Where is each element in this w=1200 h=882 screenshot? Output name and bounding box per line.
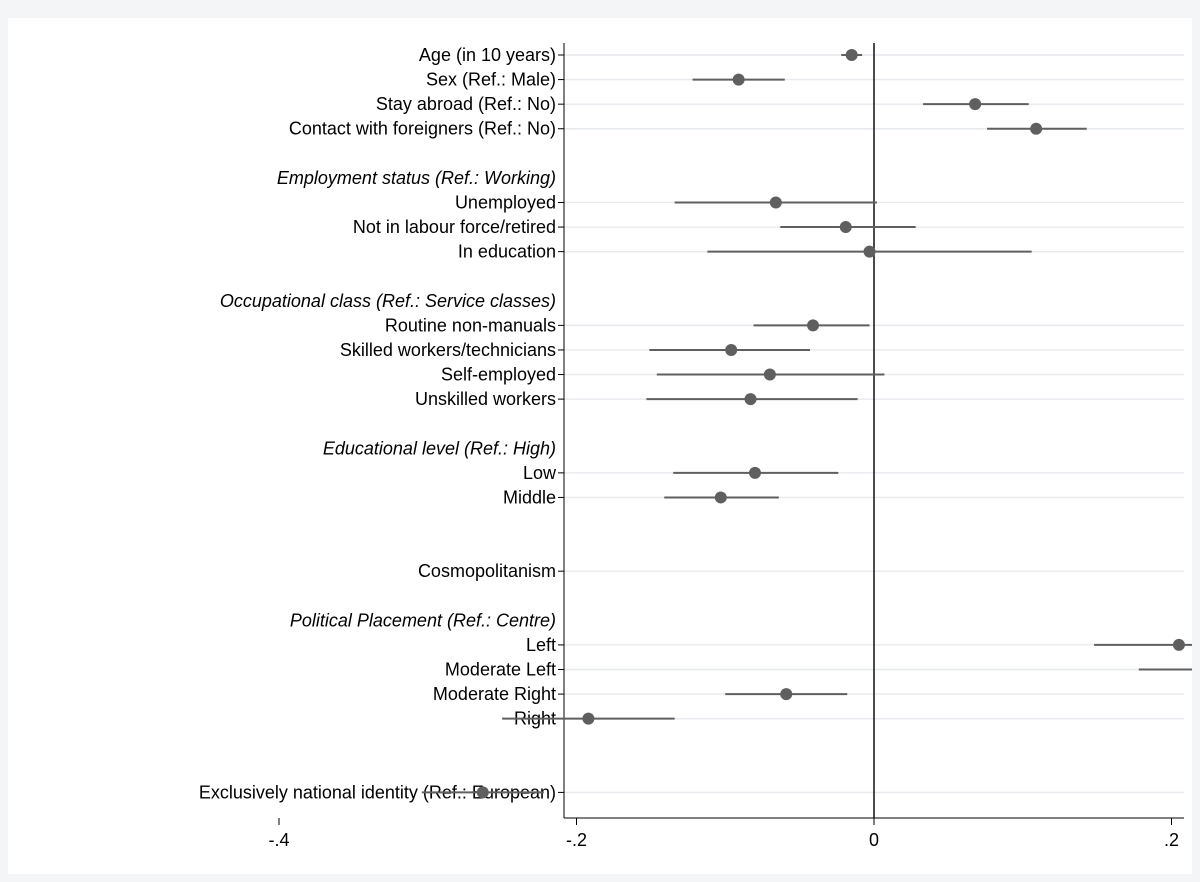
y-tick-label: Left bbox=[526, 635, 556, 655]
point-estimate bbox=[749, 466, 761, 479]
point-estimate bbox=[845, 49, 858, 61]
y-tick-label: Moderate Right bbox=[433, 684, 556, 704]
x-tick-label: .2 bbox=[1164, 830, 1179, 850]
y-tick-label: Routine non-manuals bbox=[385, 315, 556, 335]
y-tick-label: Unemployed bbox=[455, 192, 556, 212]
y-tick-label: Low bbox=[523, 463, 557, 483]
point-estimate bbox=[714, 491, 727, 504]
y-tick-label: Cosmopolitanism bbox=[418, 561, 556, 581]
coefficient-plot: Age (in 10 years) Sex (Ref.: Male) Stay ab… bbox=[199, 43, 1192, 850]
point-estimate bbox=[763, 368, 776, 381]
point-estimate bbox=[839, 221, 852, 234]
point-estimate bbox=[807, 319, 820, 332]
point-estimate bbox=[969, 98, 982, 111]
y-tick-label: Stay abroad (Ref.: No) bbox=[376, 94, 556, 114]
y-tick-label: Unskilled workers bbox=[415, 389, 556, 409]
group-header-label: Educational level (Ref.: High) bbox=[323, 438, 556, 458]
point-estimate bbox=[1030, 122, 1043, 135]
point-estimate bbox=[769, 196, 782, 209]
y-tick-label: Middle bbox=[503, 487, 556, 507]
group-header-label: Occupational class (Ref.: Service classe… bbox=[220, 291, 556, 311]
y-tick-label: Moderate Left bbox=[445, 660, 556, 680]
y-tick-label: Exclusively national identity (Ref.: Eur… bbox=[199, 782, 556, 802]
point-estimate bbox=[863, 245, 876, 258]
point-estimate bbox=[582, 712, 595, 725]
y-tick-label: Self-employed bbox=[441, 365, 556, 385]
point-estimate bbox=[744, 393, 757, 406]
point-estimate bbox=[725, 343, 738, 356]
x-tick-label: -.4 bbox=[268, 830, 289, 850]
group-header-label: Employment status (Ref.: Working) bbox=[277, 168, 556, 188]
point-estimate bbox=[780, 688, 793, 701]
y-tick-label: Not in labour force/retired bbox=[353, 217, 556, 237]
point-estimate bbox=[1172, 638, 1185, 651]
y-tick-label: Age (in 10 years) bbox=[419, 45, 556, 65]
group-header-label: Political Placement (Ref.: Centre) bbox=[290, 610, 556, 630]
y-tick-label: Skilled workers/technicians bbox=[340, 340, 556, 360]
y-tick-label: In education bbox=[458, 242, 556, 262]
y-tick-label: Contact with foreigners (Ref.: No) bbox=[289, 119, 556, 139]
point-estimate bbox=[732, 73, 745, 86]
x-tick-label: -.2 bbox=[566, 830, 587, 850]
plot-panel: Age (in 10 years) Sex (Ref.: Male) Stay ab… bbox=[8, 18, 1192, 874]
y-tick-label: Sex (Ref.: Male) bbox=[426, 70, 556, 90]
x-tick-label: 0 bbox=[869, 830, 879, 850]
point-estimate bbox=[476, 786, 489, 799]
